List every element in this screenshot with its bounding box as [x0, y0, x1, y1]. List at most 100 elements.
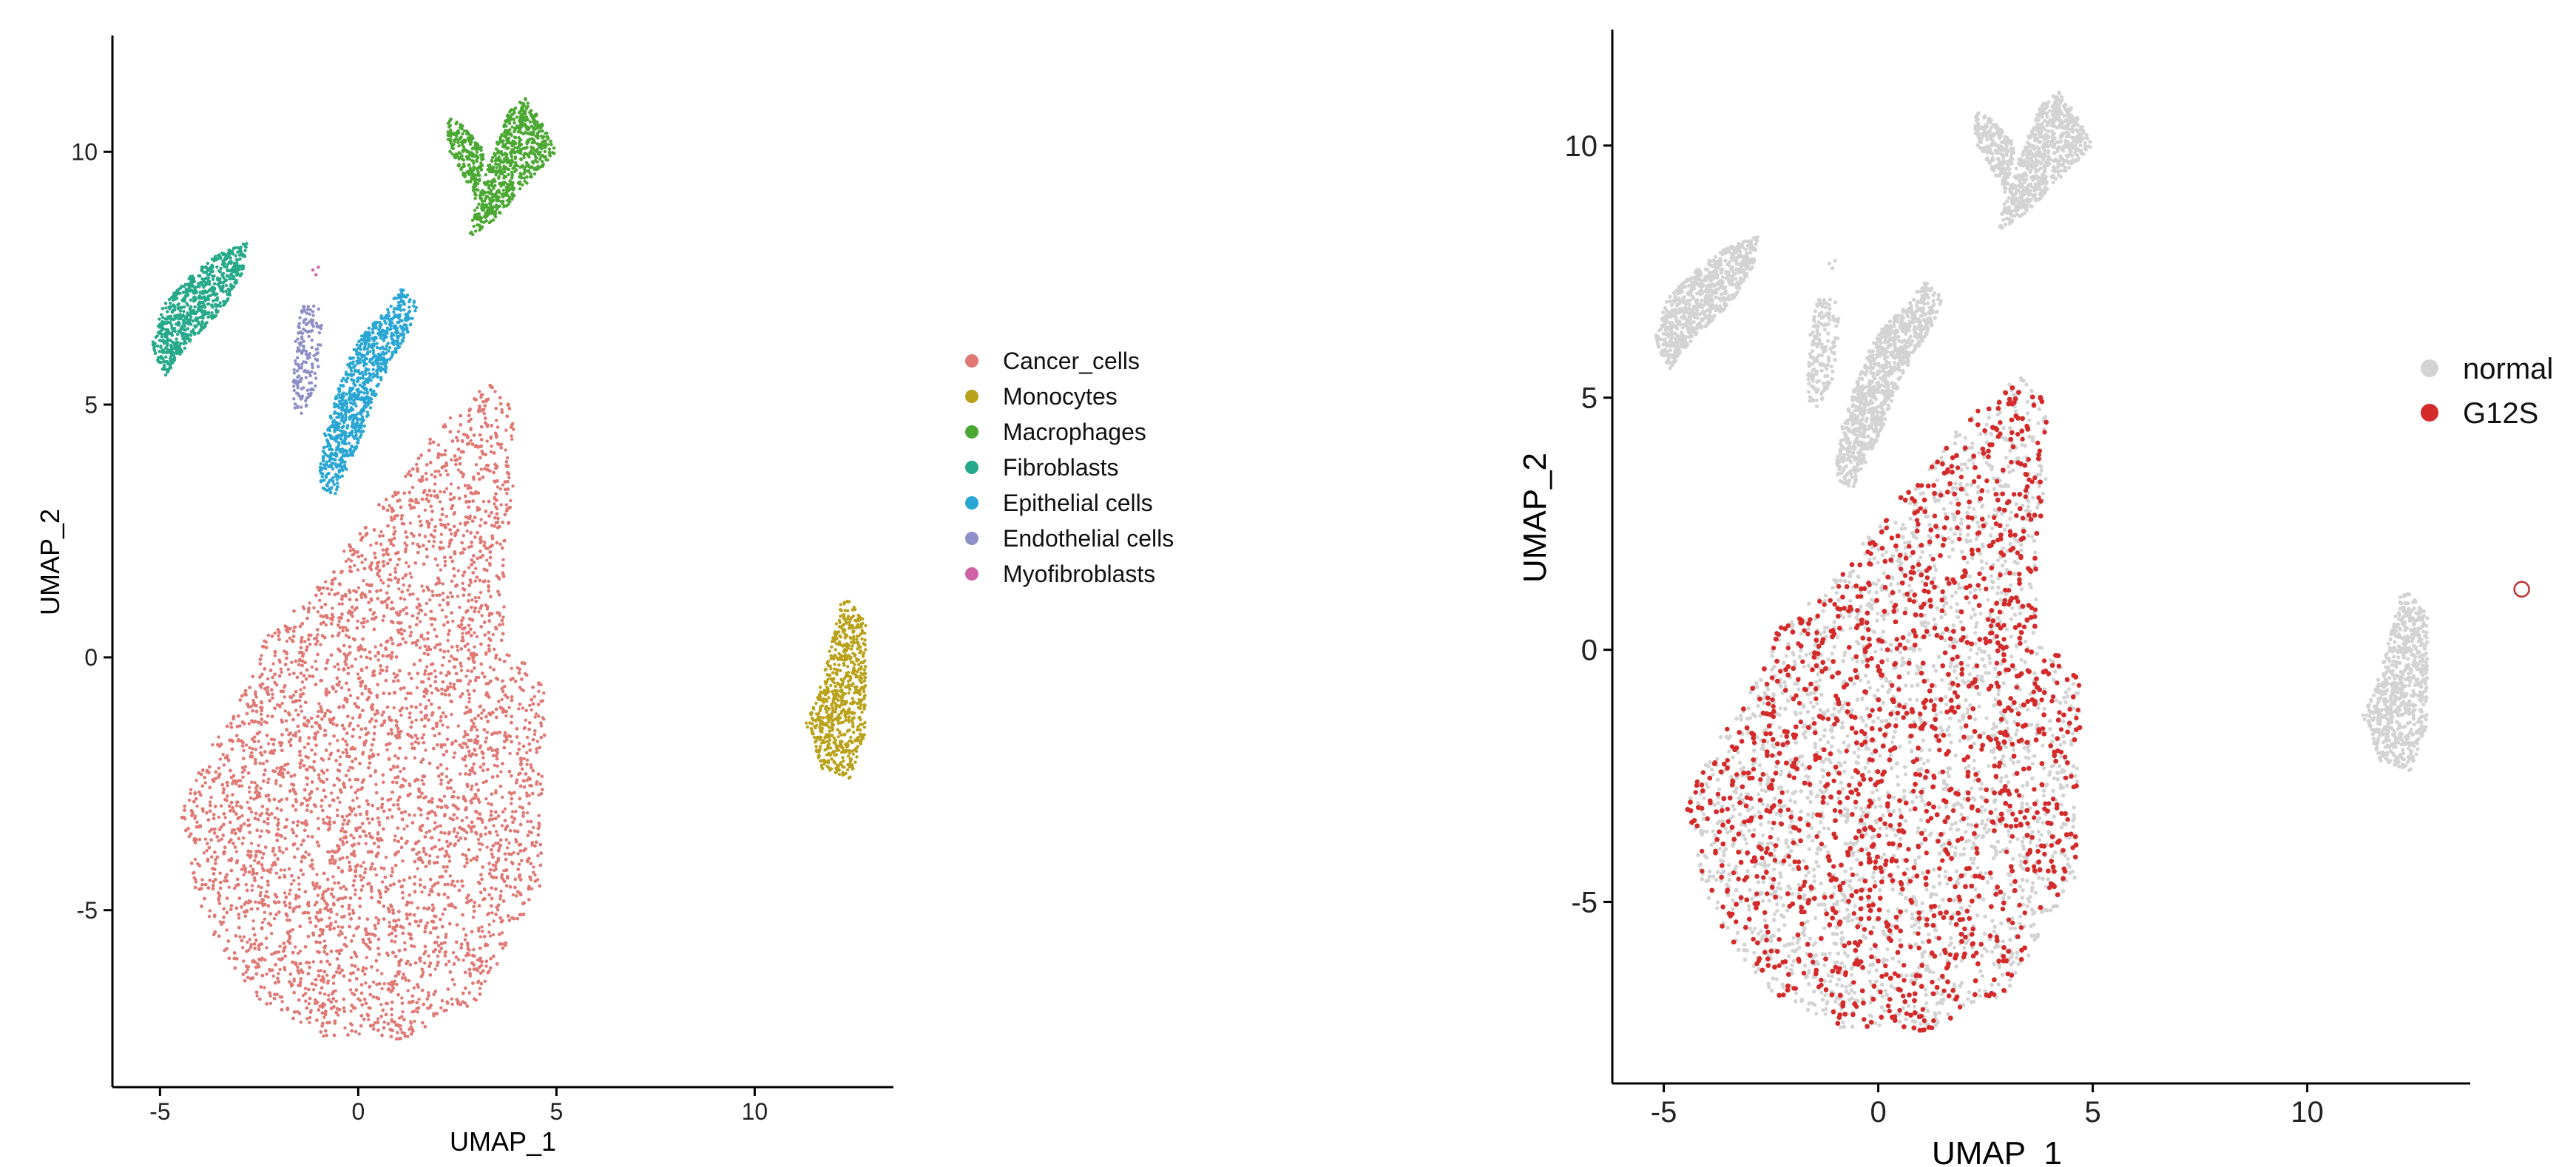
cell-point	[499, 890, 502, 893]
cell-point	[517, 852, 520, 855]
cell-point	[511, 810, 514, 813]
cell-point	[447, 649, 450, 652]
cell-point	[263, 640, 266, 643]
cell-point	[419, 520, 422, 523]
cell-point	[325, 623, 328, 626]
cell-point	[414, 501, 417, 504]
cell-point	[479, 936, 482, 938]
cell-point	[194, 815, 197, 818]
cell-point	[430, 473, 433, 476]
cell-point	[315, 873, 318, 876]
cell-point	[285, 640, 288, 643]
cell-point	[363, 973, 366, 975]
cell-point	[377, 658, 380, 661]
cell-point	[376, 1017, 379, 1020]
cell-point	[255, 994, 258, 997]
cell-point	[255, 695, 258, 698]
cell-point	[327, 994, 330, 997]
cell-point	[317, 894, 320, 897]
cell-point	[537, 690, 540, 693]
cell-point	[338, 706, 341, 708]
cell-point	[479, 987, 481, 990]
cell-point	[376, 831, 379, 834]
cell-point	[526, 759, 529, 762]
cell-point	[250, 811, 253, 813]
cell-point	[278, 968, 281, 971]
cell-point	[308, 601, 311, 604]
cell-point	[328, 862, 331, 865]
cell-point	[403, 541, 406, 544]
cell-point	[249, 938, 251, 941]
cell-point	[490, 853, 493, 856]
cell-point	[416, 778, 419, 781]
cell-point	[447, 855, 450, 858]
cell-point	[507, 842, 510, 845]
cell-point	[509, 499, 512, 502]
cell-point	[425, 665, 428, 668]
cell-point	[530, 887, 533, 890]
cell-point	[446, 639, 449, 642]
cell-point	[476, 728, 479, 731]
cell-point	[359, 655, 362, 658]
cell-point	[501, 873, 504, 876]
cell-point	[533, 733, 536, 736]
cell-point	[425, 602, 428, 605]
cell-point	[510, 438, 513, 441]
cell-point	[305, 783, 308, 786]
cell-point	[483, 541, 486, 544]
cell-point	[422, 637, 425, 640]
cell-point	[325, 768, 328, 771]
cell-point	[430, 590, 433, 593]
cell-point	[288, 889, 291, 892]
cell-point	[419, 711, 422, 714]
cell-point	[382, 781, 385, 784]
cell-point	[453, 983, 456, 986]
cell-point	[379, 1003, 382, 1006]
cell-point	[522, 689, 525, 692]
cell-point	[533, 695, 536, 698]
cell-point	[332, 982, 335, 985]
cell-point	[345, 634, 348, 637]
cell-point	[333, 882, 336, 884]
cell-point	[296, 824, 299, 827]
cell-point	[397, 587, 400, 590]
cell-point	[362, 861, 365, 864]
cell-point	[436, 964, 439, 967]
cell-point	[362, 966, 365, 969]
cell-point	[217, 767, 220, 770]
cell-point	[479, 535, 482, 538]
cell-point	[259, 706, 262, 708]
cell-point	[457, 724, 460, 727]
cell-point	[317, 970, 320, 973]
cell-point	[479, 744, 482, 747]
cell-point	[453, 511, 456, 514]
cell-point	[450, 580, 453, 583]
cell-point	[336, 739, 339, 742]
cell-point	[535, 712, 538, 715]
cell-point	[479, 848, 481, 851]
cell-point	[414, 740, 417, 743]
cell-point	[532, 826, 535, 829]
cell-point	[356, 796, 359, 799]
cell-point	[473, 646, 476, 649]
cell-point	[393, 706, 396, 709]
cell-point	[456, 816, 459, 819]
cell-point	[368, 882, 371, 884]
cell-point	[310, 748, 313, 751]
cell-point	[351, 1024, 354, 1026]
cell-point	[341, 856, 344, 859]
cell-point	[445, 775, 448, 778]
cell-point	[446, 725, 449, 728]
cell-point	[479, 591, 482, 594]
cell-point	[523, 757, 526, 760]
cell-point	[219, 872, 222, 875]
cell-point	[419, 646, 422, 649]
cell-point	[444, 560, 447, 563]
cell-point	[393, 834, 396, 837]
cell-point	[195, 805, 198, 808]
cell-point	[524, 719, 527, 722]
cell-point	[487, 912, 490, 915]
cell-point	[501, 623, 504, 626]
cell-point	[416, 867, 419, 870]
